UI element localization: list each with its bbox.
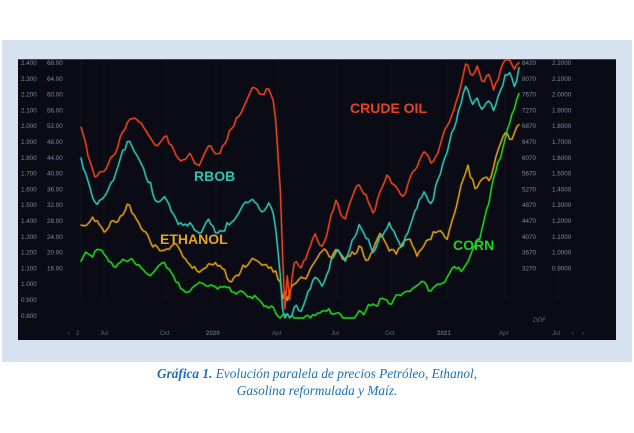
svg-text:8070: 8070 [522, 76, 537, 83]
svg-text:Oct: Oct [385, 330, 395, 337]
svg-text:CRUDE OIL: CRUDE OIL [350, 100, 427, 116]
svg-text:1.400: 1.400 [21, 218, 37, 225]
svg-text:16.00: 16.00 [47, 265, 63, 272]
svg-text:CORN: CORN [453, 237, 494, 253]
svg-text:1.200: 1.200 [21, 250, 37, 257]
svg-text:64.00: 64.00 [47, 76, 63, 83]
svg-text:2.100: 2.100 [21, 107, 37, 114]
svg-text:44.00: 44.00 [47, 155, 63, 162]
svg-text:1.9000: 1.9000 [552, 107, 572, 114]
svg-text:Apr: Apr [272, 330, 282, 337]
svg-text:1.1000: 1.1000 [552, 234, 572, 241]
svg-text:7270: 7270 [522, 107, 537, 114]
svg-text:1.800: 1.800 [21, 155, 37, 162]
svg-text:6470: 6470 [522, 139, 537, 146]
svg-text:2.0000: 2.0000 [552, 92, 572, 99]
svg-text:‹: ‹ [68, 330, 70, 337]
svg-text:32.00: 32.00 [47, 202, 63, 209]
svg-text:1.0000: 1.0000 [552, 250, 572, 257]
svg-text:2020: 2020 [206, 330, 220, 337]
svg-text:4470: 4470 [522, 218, 537, 225]
svg-text:4070: 4070 [522, 234, 537, 241]
svg-text:1.500: 1.500 [21, 202, 37, 209]
svg-text:52.00: 52.00 [47, 123, 63, 130]
svg-text:6070: 6070 [522, 155, 537, 162]
svg-text:68.00: 68.00 [47, 60, 63, 67]
svg-text:2.200: 2.200 [21, 92, 37, 99]
svg-text:4870: 4870 [522, 202, 537, 209]
svg-text:2021: 2021 [437, 330, 451, 337]
svg-text:3270: 3270 [522, 265, 537, 272]
svg-text:48.00: 48.00 [47, 139, 63, 146]
svg-text:56.00: 56.00 [47, 107, 63, 114]
svg-text:ETHANOL: ETHANOL [160, 231, 228, 247]
svg-text:2.300: 2.300 [21, 76, 37, 83]
svg-text:3670: 3670 [522, 250, 537, 257]
svg-text:40.00: 40.00 [47, 171, 63, 178]
svg-text:⌄: ⌄ [22, 59, 27, 60]
svg-text:20.00: 20.00 [47, 250, 63, 257]
svg-text:1.2000: 1.2000 [552, 218, 572, 225]
svg-text:2.2000: 2.2000 [552, 60, 572, 67]
svg-text:Jul: Jul [552, 330, 560, 337]
svg-text:0.900: 0.900 [21, 297, 37, 304]
svg-text:1.8000: 1.8000 [552, 123, 572, 130]
svg-text:5670: 5670 [522, 171, 537, 178]
svg-text:1.6000: 1.6000 [552, 155, 572, 162]
svg-text:60.00: 60.00 [47, 92, 63, 99]
svg-text:2.400: 2.400 [21, 60, 37, 67]
svg-text:DDF: DDF [533, 317, 547, 324]
svg-text:1.3000: 1.3000 [552, 202, 572, 209]
svg-text:5270: 5270 [522, 186, 537, 193]
svg-text:1.5000: 1.5000 [552, 171, 572, 178]
svg-text:2.1000: 2.1000 [552, 76, 572, 83]
svg-text:24.00: 24.00 [47, 234, 63, 241]
svg-text:1.600: 1.600 [21, 186, 37, 193]
svg-text:1.000: 1.000 [21, 281, 37, 288]
svg-text:6870: 6870 [522, 123, 537, 130]
svg-text:1.100: 1.100 [21, 265, 37, 272]
svg-text:0.9000: 0.9000 [552, 265, 572, 272]
svg-text:Apr: Apr [499, 330, 509, 337]
svg-text:1.700: 1.700 [21, 171, 37, 178]
svg-text:28.00: 28.00 [47, 218, 63, 225]
svg-text:7670: 7670 [522, 92, 537, 99]
svg-text:1.4000: 1.4000 [552, 186, 572, 193]
svg-text:2.000: 2.000 [21, 123, 37, 130]
svg-text:RBOB: RBOB [194, 168, 235, 184]
svg-text:Jul: Jul [100, 330, 108, 337]
svg-text:1.300: 1.300 [21, 234, 37, 241]
svg-text:2: 2 [76, 330, 80, 337]
svg-text:Oct: Oct [160, 330, 170, 337]
svg-text:1.7000: 1.7000 [552, 139, 572, 146]
svg-text:‹: ‹ [572, 330, 574, 337]
svg-text:1.900: 1.900 [21, 139, 37, 146]
svg-text:›: › [582, 330, 584, 337]
svg-text:0.800: 0.800 [21, 313, 37, 320]
svg-text:36.00: 36.00 [47, 186, 63, 193]
svg-text:8420: 8420 [522, 60, 537, 67]
svg-text:Jul: Jul [331, 330, 339, 337]
